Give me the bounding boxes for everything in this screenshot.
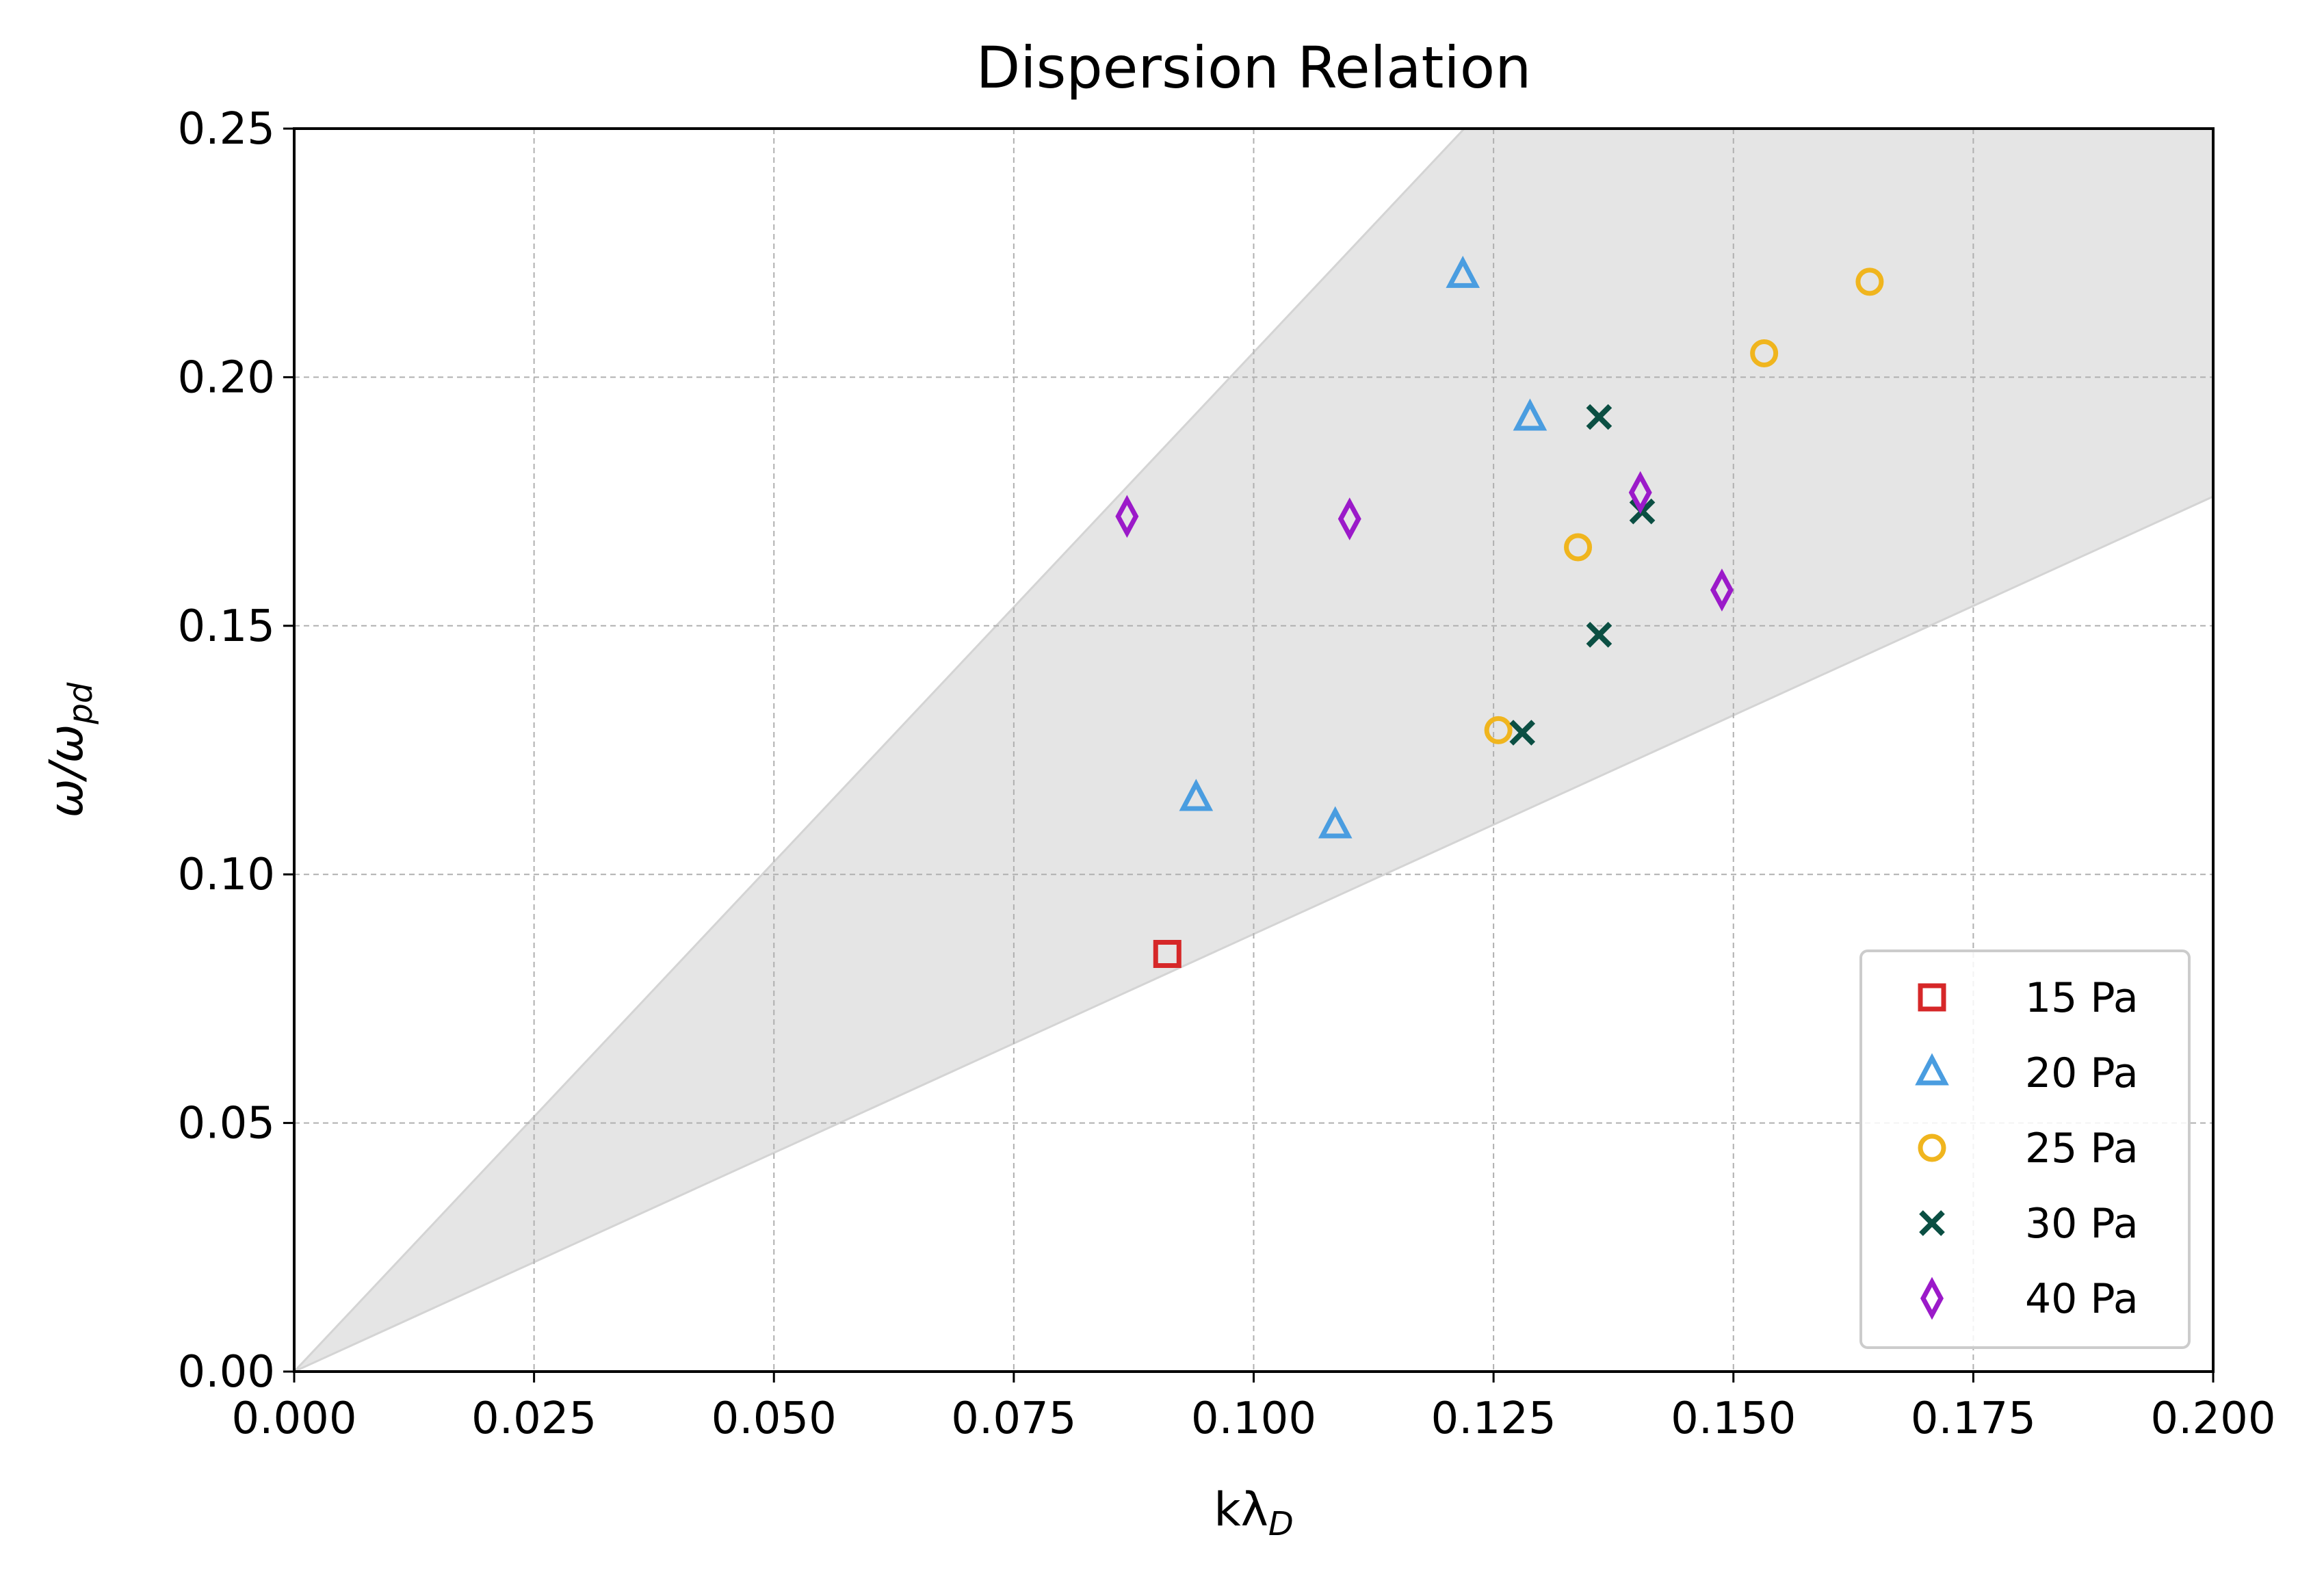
y-tick-label: 0.10: [178, 850, 276, 900]
tick-layer: 0.000 0.025 0.050 0.075 0.100 0.125 0.150 0.175…: [178, 104, 2276, 1444]
legend-item: 20 Pa: [1915, 1049, 2139, 1097]
data-point-diamond: [1337, 497, 1361, 540]
series-30-pa: [1509, 404, 1656, 746]
x-tick-label: 0.050: [711, 1393, 837, 1444]
y-axis-label-subscript: pd: [62, 682, 100, 724]
data-point-circle: [1564, 533, 1593, 562]
x-axis-label: kλD: [1214, 1483, 1294, 1543]
y-tick-label: 0.20: [178, 352, 276, 403]
y-tick-label: 0.00: [178, 1347, 276, 1398]
legend-label: 25 Pa: [2025, 1125, 2139, 1173]
legend-label: 20 Pa: [2025, 1049, 2139, 1097]
legend-label: 40 Pa: [2025, 1275, 2139, 1323]
x-tick-label: 0.025: [471, 1393, 597, 1444]
y-axis-label: ω/ωpd: [40, 682, 100, 817]
data-point-diamond: [1710, 568, 1734, 612]
data-point-x: [1586, 622, 1613, 648]
y-tick-label: 0.25: [178, 104, 276, 155]
series-20-pa: [1179, 255, 1548, 839]
legend-marker-circle: [1918, 1134, 1946, 1162]
legend-label: 15 Pa: [2025, 974, 2139, 1022]
data-points-layer: [1115, 255, 1884, 968]
chart-title: Dispersion Relation: [976, 34, 1532, 101]
legend-marker-square: [1918, 983, 1946, 1012]
data-point-x: [1586, 404, 1613, 430]
x-tick-label: 0.200: [2150, 1393, 2275, 1444]
x-tick-label: 0.000: [231, 1393, 356, 1444]
data-point-x: [1629, 498, 1656, 525]
legend-item: 30 Pa: [1919, 1200, 2139, 1248]
x-tick-label: 0.175: [1911, 1393, 2036, 1444]
legend-marker-diamond: [1920, 1276, 1944, 1320]
x-axis-label-main: kλ: [1214, 1483, 1268, 1537]
data-point-triangle: [1318, 806, 1353, 839]
data-point-diamond: [1115, 495, 1139, 538]
x-tick-label: 0.075: [951, 1393, 1076, 1444]
legend-item: 25 Pa: [1918, 1125, 2139, 1173]
data-point-x: [1509, 720, 1536, 746]
legend-label: 30 Pa: [2025, 1200, 2139, 1248]
data-point-triangle: [1179, 778, 1214, 811]
x-axis-label-subscript: D: [1268, 1505, 1294, 1543]
x-tick-label: 0.100: [1191, 1393, 1316, 1444]
legend-item: 15 Pa: [1918, 974, 2139, 1022]
data-point-circle: [1750, 339, 1779, 368]
data-point-circle: [1484, 716, 1513, 744]
legend-marker-x: [1919, 1210, 1945, 1236]
data-point-diamond: [1628, 471, 1652, 514]
series-15-pa: [1153, 939, 1181, 968]
legend-item: 40 Pa: [1920, 1275, 2139, 1323]
series-25-pa: [1484, 267, 1884, 744]
y-axis-label-main: ω/ω: [40, 724, 94, 818]
x-tick-label: 0.125: [1431, 1393, 1556, 1444]
legend: 15 Pa 20 Pa 25 Pa 30 Pa 40 Pa: [1859, 949, 2191, 1349]
series-40-pa: [1115, 471, 1734, 612]
data-point-circle: [1855, 267, 1884, 296]
data-point-square: [1153, 939, 1181, 968]
data-point-triangle: [1446, 255, 1480, 288]
x-tick-label: 0.150: [1671, 1393, 1796, 1444]
legend-marker-triangle: [1915, 1053, 1949, 1086]
y-tick-label: 0.05: [178, 1099, 276, 1149]
data-point-triangle: [1513, 398, 1548, 431]
y-tick-label: 0.15: [178, 601, 276, 652]
legend-box: [1859, 949, 2191, 1349]
